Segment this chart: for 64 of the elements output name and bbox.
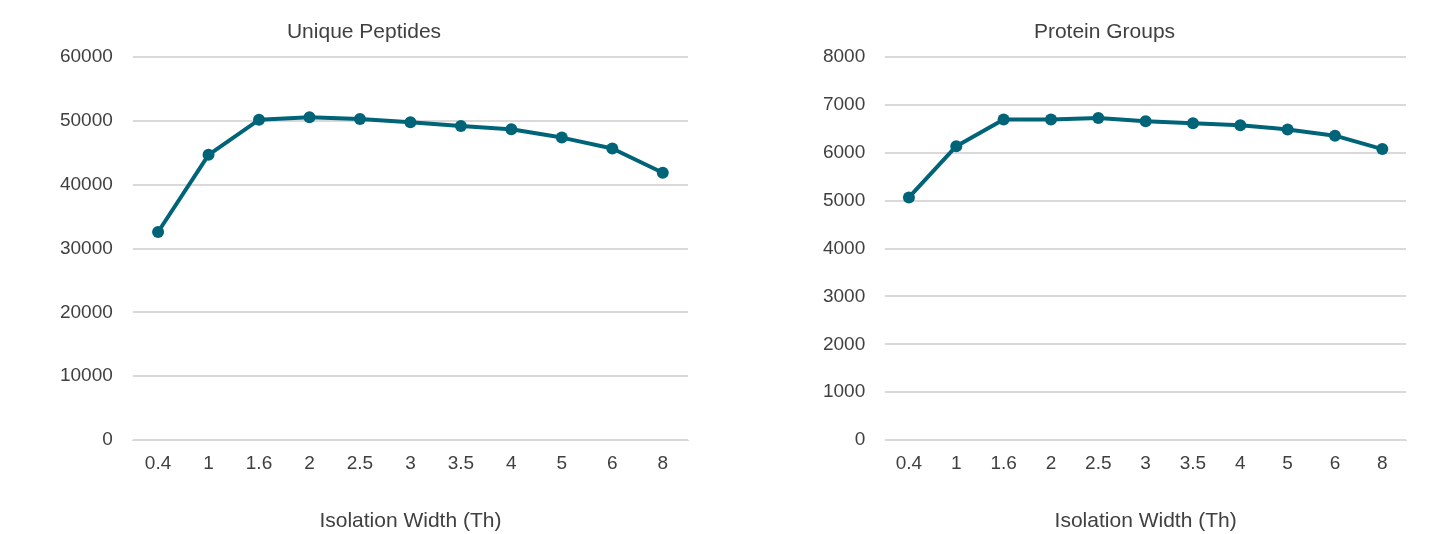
x-tick-label: 2.5 <box>346 451 374 473</box>
point <box>152 226 165 239</box>
chart-title: Protein Groups <box>1033 19 1176 43</box>
x-tick-label: 3 <box>1140 451 1151 473</box>
point <box>1281 123 1294 136</box>
y-tick-label: 4000 <box>822 236 866 258</box>
x-tick-label: 3.5 <box>447 451 475 473</box>
point <box>1186 117 1199 130</box>
x-tick-label: 2 <box>1045 451 1057 473</box>
y-tick-label: 0 <box>102 428 113 450</box>
y-tick-label: 8000 <box>822 45 866 67</box>
y-tick-label: 3000 <box>822 284 866 306</box>
x-tick-label: 2.5 <box>1085 451 1112 473</box>
point <box>656 166 669 179</box>
x-tick-label: 3 <box>405 451 416 473</box>
y-tick-label: 50000 <box>59 109 113 131</box>
x-tick-label: 5 <box>556 451 568 473</box>
x-tick-label: 6 <box>1329 451 1341 473</box>
x-tick-label: 1 <box>203 451 214 473</box>
y-tick-label: 7000 <box>822 93 866 115</box>
y-tick-label: 40000 <box>59 173 113 195</box>
y-tick-label: 0 <box>854 428 866 450</box>
y-tick-label: 6000 <box>822 141 866 163</box>
x-tick-label: 3.5 <box>1179 451 1207 473</box>
point <box>1376 143 1389 156</box>
y-tick-label: 1000 <box>822 380 866 402</box>
chart-title: Unique Peptides <box>286 19 442 43</box>
y-tick-label: 2000 <box>822 332 866 354</box>
point <box>1092 111 1105 124</box>
y-tick-label: 10000 <box>59 364 113 386</box>
x-tick-label: 5 <box>1282 451 1293 473</box>
x-tick-label: 0.4 <box>144 451 172 473</box>
x-tick-label: 2 <box>304 451 315 473</box>
point <box>454 120 467 133</box>
x-tick-label: 1.6 <box>990 451 1017 473</box>
point <box>505 123 518 136</box>
x-tick-label: 4 <box>1235 451 1247 473</box>
y-tick-label: 20000 <box>59 300 113 322</box>
x-tick-label: 0.4 <box>895 451 923 473</box>
point <box>1044 113 1057 126</box>
x-axis-title: Isolation Width (Th) <box>1054 508 1237 532</box>
y-tick-label: 5000 <box>822 188 866 210</box>
point <box>404 116 417 129</box>
y-tick-label: 60000 <box>59 45 113 67</box>
x-tick-label: 1.6 <box>245 451 273 473</box>
point <box>997 113 1010 126</box>
x-tick-label: 1 <box>950 451 962 473</box>
point <box>1234 119 1247 132</box>
x-tick-label: 4 <box>506 451 518 473</box>
point <box>1328 129 1341 142</box>
point <box>353 113 366 126</box>
point <box>606 142 619 155</box>
x-tick-label: 8 <box>657 451 669 473</box>
x-tick-label: 8 <box>1377 451 1388 473</box>
point <box>1139 115 1152 128</box>
point <box>950 140 963 153</box>
x-axis-title: Isolation Width (Th) <box>319 508 502 532</box>
point <box>555 131 568 144</box>
point <box>902 191 915 204</box>
y-tick-label: 30000 <box>59 236 113 258</box>
point <box>202 148 215 161</box>
point <box>253 113 266 126</box>
point <box>303 111 316 124</box>
x-tick-label: 6 <box>607 451 618 473</box>
